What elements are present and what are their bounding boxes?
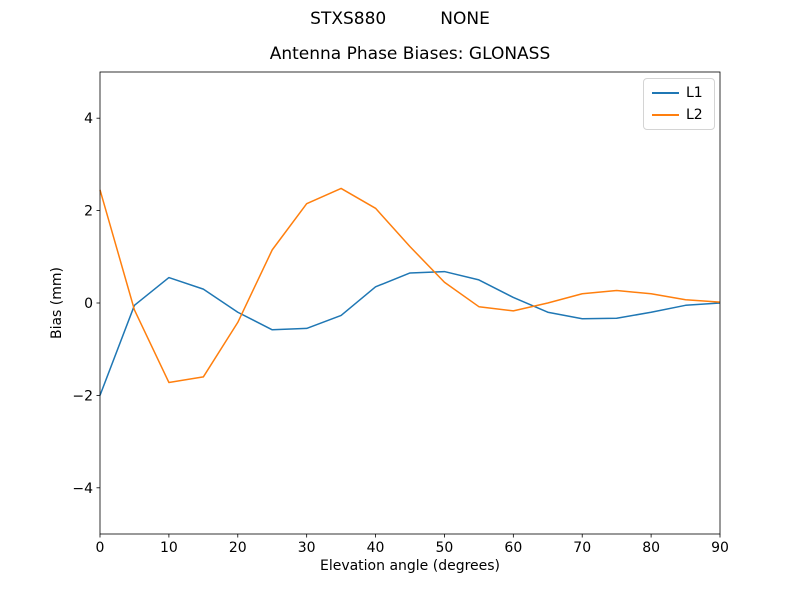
x-tick-label: 50 (436, 540, 454, 556)
x-tick-label: 40 (367, 540, 385, 556)
legend-label-l2: L2 (686, 107, 703, 123)
chart-title: Antenna Phase Biases: GLONASS (269, 44, 551, 64)
legend-entry-l2: L2 (652, 107, 706, 123)
legend-entry-l1: L1 (652, 85, 706, 101)
y-tick-label: −2 (72, 388, 93, 404)
axes-spines (99, 71, 721, 535)
y-tick-label: 0 (84, 296, 93, 312)
legend-line-swatch-l2 (652, 114, 679, 116)
series-line-l1 (99, 270, 721, 396)
legend-label-l1: L1 (686, 85, 703, 101)
legend: L1 L2 (643, 78, 715, 130)
y-tick-label: −4 (72, 481, 93, 497)
x-tick-label: 70 (573, 540, 591, 556)
x-tick-label: 80 (642, 540, 660, 556)
x-tick-label: 20 (229, 540, 247, 556)
y-tick-label: 4 (84, 111, 93, 127)
y-axis-label: Bias (mm) (49, 266, 65, 340)
y-tick-label: 2 (84, 204, 93, 220)
x-tick-label: 60 (504, 540, 522, 556)
legend-line-swatch-l1 (652, 92, 679, 94)
series-line-l2 (99, 187, 721, 384)
x-axis-label: Elevation angle (degrees) (319, 558, 501, 574)
x-tick-label: 30 (298, 540, 316, 556)
x-tick-label: 90 (711, 540, 729, 556)
x-tick-label: 0 (96, 540, 105, 556)
x-tick-label: 10 (160, 540, 178, 556)
figure-suptitle: STXS880 NONE (310, 9, 490, 29)
